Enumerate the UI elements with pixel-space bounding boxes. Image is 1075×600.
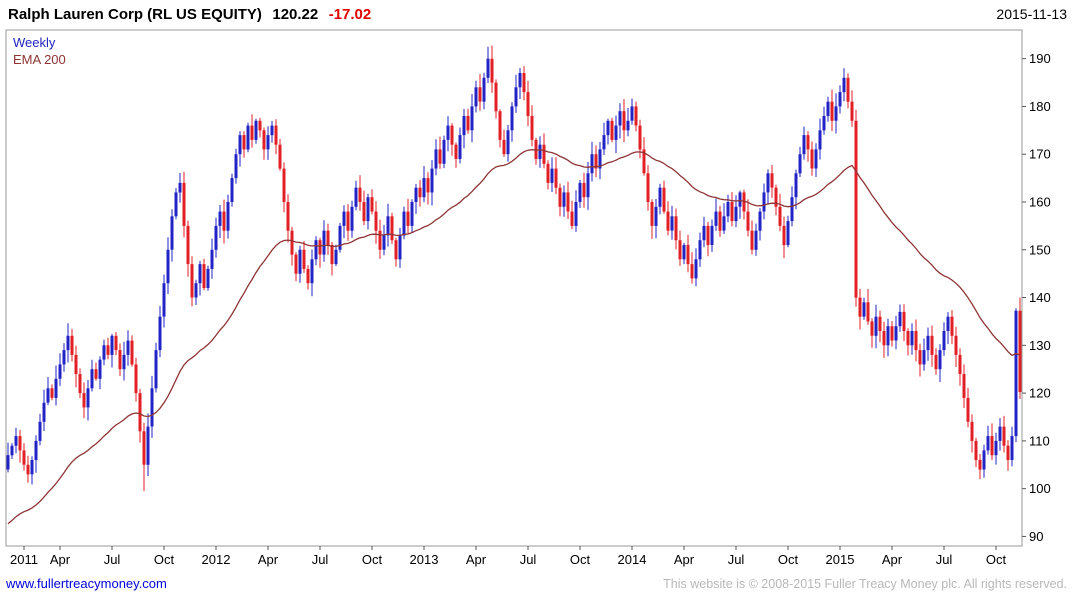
svg-text:Apr: Apr — [674, 552, 695, 567]
svg-text:170: 170 — [1029, 147, 1051, 162]
svg-text:Apr: Apr — [258, 552, 279, 567]
plot-frame — [5, 29, 1023, 547]
svg-text:2014: 2014 — [618, 552, 647, 567]
svg-text:180: 180 — [1029, 99, 1051, 114]
svg-text:Apr: Apr — [882, 552, 903, 567]
svg-text:Jul: Jul — [936, 552, 953, 567]
svg-text:140: 140 — [1029, 290, 1051, 305]
svg-text:130: 130 — [1029, 338, 1051, 353]
svg-text:100: 100 — [1029, 481, 1051, 496]
svg-text:Jul: Jul — [104, 552, 121, 567]
ema-line — [7, 149, 1021, 525]
svg-text:2011: 2011 — [10, 552, 38, 567]
svg-text:90: 90 — [1029, 529, 1043, 544]
svg-text:Oct: Oct — [778, 552, 799, 567]
svg-text:Oct: Oct — [986, 552, 1007, 567]
copyright-text: This website is © 2008-2015 Fuller Treac… — [663, 576, 1067, 591]
svg-text:Oct: Oct — [154, 552, 175, 567]
svg-text:Jul: Jul — [520, 552, 537, 567]
last-price: 120.22 — [272, 6, 319, 23]
price-chart-svg: 90 100 110 120 130 140 150 160 170 180 190 2011 Apr J… — [5, 29, 1051, 567]
x-axis-labels: 2011 Apr Jul Oct 2012 Apr Jul Oct 2013 Apr Jul Oct 2… — [10, 546, 1006, 567]
svg-text:Oct: Oct — [570, 552, 591, 567]
svg-text:2015: 2015 — [826, 552, 855, 567]
website-link[interactable]: www.fullertreacymoney.com — [6, 576, 167, 591]
svg-text:Apr: Apr — [50, 552, 71, 567]
svg-text:Jul: Jul — [728, 552, 745, 567]
candles-layer — [6, 45, 1022, 492]
svg-text:Jul: Jul — [312, 552, 329, 567]
svg-text:160: 160 — [1029, 195, 1051, 210]
svg-text:190: 190 — [1029, 51, 1051, 66]
svg-text:120: 120 — [1029, 386, 1051, 401]
y-axis-labels: 90 100 110 120 130 140 150 160 170 180 190 — [1022, 51, 1051, 544]
svg-text:Oct: Oct — [362, 552, 383, 567]
price-change: -17.02 — [328, 6, 372, 23]
footer-bar: www.fullertreacymoney.com This website i… — [0, 572, 1075, 591]
svg-text:2012: 2012 — [202, 552, 231, 567]
svg-text:2013: 2013 — [410, 552, 439, 567]
chart-header: Ralph Lauren Corp (RL US EQUITY) 120.22 … — [0, 0, 1075, 28]
title-group: Ralph Lauren Corp (RL US EQUITY) 120.22 … — [8, 6, 371, 24]
instrument-title: Ralph Lauren Corp (RL US EQUITY) — [8, 6, 262, 23]
as-of-date: 2015-11-13 — [996, 6, 1067, 22]
svg-text:110: 110 — [1029, 433, 1050, 448]
svg-text:150: 150 — [1029, 242, 1051, 257]
svg-text:Apr: Apr — [466, 552, 487, 567]
chart-area: 90 100 110 120 130 140 150 160 170 180 190 2011 Apr J… — [0, 28, 1075, 572]
